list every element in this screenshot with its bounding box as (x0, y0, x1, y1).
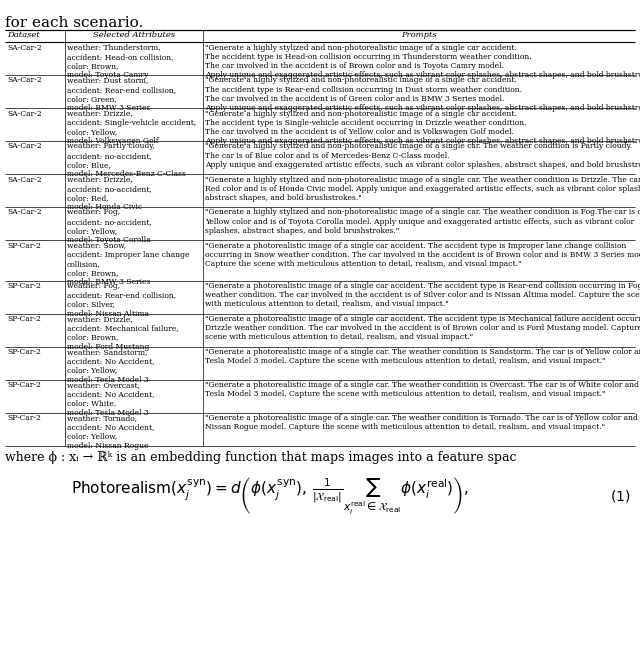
Text: "Generate a photorealistic image of a single car. The weather condition is Overc: "Generate a photorealistic image of a si… (205, 381, 640, 398)
Text: "Generate a highly stylized and non-photorealistic image of a single car. The we: "Generate a highly stylized and non-phot… (205, 176, 640, 202)
Text: SA-Car-2: SA-Car-2 (7, 143, 42, 151)
Text: "Generate a highly stylized and non-photorealistic image of a single car acciden: "Generate a highly stylized and non-phot… (205, 77, 640, 112)
Text: weather: Drizzle,
accident: no-accident,
color: Red,
model: Honda Civic: weather: Drizzle, accident: no-accident,… (67, 176, 152, 211)
Text: Selected Attributes: Selected Attributes (93, 31, 175, 39)
Text: "Generate a photorealistic image of a single car accident. The accident type is : "Generate a photorealistic image of a si… (205, 315, 640, 342)
Text: weather: Partly cloudy,
accident: no-accident,
color: Blue,
model: Mercedes-Benz: weather: Partly cloudy, accident: no-acc… (67, 143, 186, 178)
Text: weather: Fog,
accident: Rear-end collision,
color: Silver,
model: Nissan Altima: weather: Fog, accident: Rear-end collisi… (67, 282, 176, 318)
Text: SP-Car-2: SP-Car-2 (7, 414, 41, 422)
Text: weather: Dust storm,
accident: Rear-end collision,
color: Green,
model: BMW 3 Se: weather: Dust storm, accident: Rear-end … (67, 77, 176, 112)
Text: "Generate a photorealistic image of a single car accident. The accident type is : "Generate a photorealistic image of a si… (205, 242, 640, 268)
Text: for each scenario.: for each scenario. (5, 16, 143, 30)
Text: weather: Sandstorm,
accident: No Accident,
color: Yellow,
model: Tesla Model 3: weather: Sandstorm, accident: No Acciden… (67, 348, 154, 384)
Text: weather: Overcast,
accident: No Accident,
color: White,
model: Tesla Model 3: weather: Overcast, accident: No Accident… (67, 381, 154, 417)
Text: "Generate a highly stylized and non-photorealistic image of a single car. The we: "Generate a highly stylized and non-phot… (205, 143, 640, 169)
Text: SP-Car-2: SP-Car-2 (7, 381, 41, 389)
Text: SA-Car-2: SA-Car-2 (7, 176, 42, 184)
Text: SA-Car-2: SA-Car-2 (7, 43, 42, 51)
Text: SP-Car-2: SP-Car-2 (7, 242, 41, 250)
Text: SP-Car-2: SP-Car-2 (7, 348, 41, 356)
Text: SP-Car-2: SP-Car-2 (7, 315, 41, 323)
Text: weather: Tornado,
accident: No Accident,
color: Yellow,
model: Nissan Rogue: weather: Tornado, accident: No Accident,… (67, 414, 154, 450)
Text: "Generate a highly stylized and non-photorealistic image of a single car. The we: "Generate a highly stylized and non-phot… (205, 208, 640, 235)
Text: $\mathrm{Photorealism}(x_j^{\mathrm{syn}}) = d\left(\phi(x_j^{\mathrm{syn}}),\,\: $\mathrm{Photorealism}(x_j^{\mathrm{syn}… (71, 475, 469, 516)
Text: SA-Car-2: SA-Car-2 (7, 109, 42, 117)
Text: "Generate a photorealistic image of a single car. The weather condition is Sands: "Generate a photorealistic image of a si… (205, 348, 640, 365)
Text: weather: Snow,
accident: Improper lane change
collision,
color: Brown,
model: BM: weather: Snow, accident: Improper lane c… (67, 242, 189, 286)
Text: Dataset: Dataset (7, 31, 40, 39)
Text: "Generate a photorealistic image of a single car. The weather condition is Torna: "Generate a photorealistic image of a si… (205, 414, 640, 431)
Text: Prompts: Prompts (401, 31, 437, 39)
Text: SA-Car-2: SA-Car-2 (7, 208, 42, 216)
Text: where ϕ : xᵢ → ℝᵏ is an embedding function that maps images into a feature spac: where ϕ : xᵢ → ℝᵏ is an embedding functi… (5, 450, 516, 464)
Text: SP-Car-2: SP-Car-2 (7, 282, 41, 290)
Text: SA-Car-2: SA-Car-2 (7, 77, 42, 85)
Text: weather: Fog,
accident: no-accident,
color: Yellow,
model: Toyota Corolla: weather: Fog, accident: no-accident, col… (67, 208, 152, 244)
Text: $(1)$: $(1)$ (609, 488, 630, 503)
Text: "Generate a highly stylized and non-photorealistic image of a single car acciden: "Generate a highly stylized and non-phot… (205, 109, 640, 145)
Text: weather: Thunderstorm,
accident: Head-on collision,
color: Brown,
model: Toyota : weather: Thunderstorm, accident: Head-on… (67, 43, 173, 79)
Text: "Generate a highly stylized and non-photorealistic image of a single car acciden: "Generate a highly stylized and non-phot… (205, 43, 640, 79)
Text: weather: Drizzle,
accident: Mechanical failure,
color: Brown,
model: Ford Mustan: weather: Drizzle, accident: Mechanical f… (67, 315, 179, 350)
Text: "Generate a photorealistic image of a single car accident. The accident type is : "Generate a photorealistic image of a si… (205, 282, 640, 308)
Text: weather: Drizzle,
accident: Single-vehicle accident,
color: Yellow,
model: Volks: weather: Drizzle, accident: Single-vehic… (67, 109, 196, 145)
